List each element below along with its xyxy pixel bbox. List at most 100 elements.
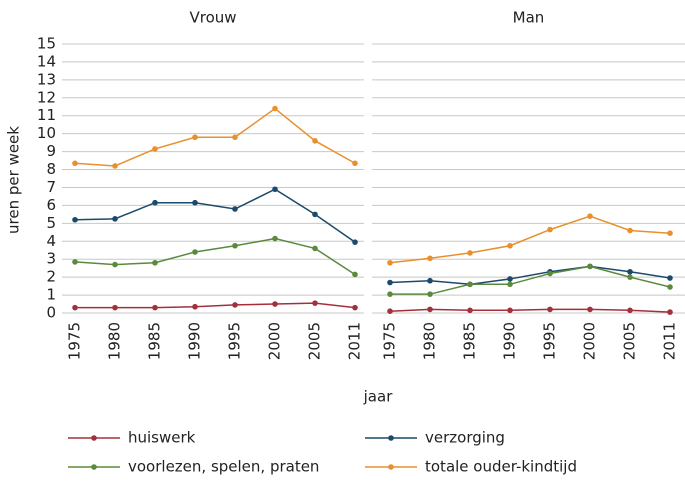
data-point	[627, 307, 633, 314]
y-tick-label: 9	[46, 142, 56, 160]
data-point	[312, 245, 318, 252]
y-axis-label: uren per week	[5, 126, 23, 234]
data-point	[312, 211, 318, 218]
panel-title: Man	[513, 9, 545, 27]
data-point	[192, 303, 198, 310]
data-point	[667, 284, 673, 290]
data-point	[192, 249, 198, 255]
y-tick-label: 7	[46, 178, 56, 196]
x-tick-label: 2005	[621, 322, 639, 360]
data-point	[507, 281, 513, 288]
x-tick-label: 1990	[186, 322, 204, 360]
y-tick-label: 12	[37, 88, 56, 106]
data-point	[192, 199, 198, 206]
y-tick-label: 0	[46, 304, 56, 322]
data-point	[352, 271, 358, 278]
data-point	[427, 255, 433, 262]
y-tick-label: 14	[37, 52, 56, 70]
data-point	[112, 304, 118, 311]
x-tick-label: 1995	[226, 322, 244, 360]
data-point	[587, 306, 593, 313]
data-point	[232, 206, 238, 212]
x-tick-label: 1985	[461, 322, 479, 360]
data-point	[547, 226, 553, 233]
data-point	[352, 239, 358, 245]
y-tick-label: 2	[46, 268, 56, 286]
x-tick-label: 2011	[346, 322, 364, 360]
data-point	[152, 199, 158, 206]
data-point	[232, 302, 238, 308]
data-point	[587, 213, 593, 219]
series-line	[389, 215, 671, 264]
data-point	[312, 300, 318, 306]
series-line	[75, 302, 356, 309]
x-tick-label: 1975	[381, 322, 399, 360]
data-point	[467, 250, 473, 256]
x-tick-label: 1985	[146, 322, 164, 360]
data-point	[152, 304, 158, 311]
data-point	[192, 134, 198, 141]
data-point	[627, 268, 633, 275]
series-line	[74, 237, 356, 276]
data-point	[312, 138, 318, 144]
x-axis-label: jaar	[363, 388, 394, 406]
series-line	[389, 265, 671, 286]
panel-title: Vrouw	[189, 9, 236, 27]
data-point	[387, 308, 393, 315]
data-point	[507, 276, 513, 282]
x-tick-label: 1980	[106, 322, 124, 360]
y-tick-label: 15	[37, 35, 56, 53]
x-tick-label: 1990	[501, 322, 519, 360]
data-point	[72, 259, 78, 265]
data-point	[232, 242, 238, 249]
data-point	[272, 105, 278, 112]
data-point	[547, 306, 553, 313]
series-line	[389, 308, 671, 313]
data-point	[352, 304, 358, 311]
y-tick-label: 1	[46, 286, 56, 304]
legend-label: totale ouder-kindtijd	[425, 458, 577, 476]
data-point	[627, 227, 633, 234]
data-point	[627, 274, 633, 280]
data-point	[387, 291, 393, 297]
series-line	[390, 265, 671, 295]
data-point	[507, 242, 513, 249]
y-tick-label: 8	[46, 160, 56, 178]
y-tick-label: 13	[37, 70, 56, 88]
data-point	[112, 261, 118, 268]
data-point	[272, 301, 278, 307]
data-point	[467, 307, 473, 314]
data-point	[547, 270, 553, 277]
data-point	[507, 307, 513, 314]
data-point	[427, 291, 433, 297]
x-tick-label: 2005	[306, 322, 324, 360]
data-point	[272, 186, 278, 193]
data-point	[72, 304, 78, 311]
x-tick-label: 2011	[661, 322, 679, 360]
x-tick-label: 2000	[266, 322, 284, 360]
data-point	[352, 160, 358, 167]
data-point	[467, 281, 473, 288]
data-point	[667, 230, 673, 236]
data-point	[152, 259, 158, 266]
legend-marker	[91, 464, 97, 470]
data-point	[72, 160, 78, 167]
legend-marker	[388, 464, 394, 470]
data-point	[272, 235, 278, 242]
legend-marker	[91, 435, 97, 441]
data-point	[112, 216, 118, 222]
x-tick-label: 1975	[66, 322, 84, 360]
y-tick-label: 11	[37, 106, 56, 124]
x-tick-label: 1980	[421, 322, 439, 360]
data-point	[427, 306, 433, 313]
data-point	[387, 259, 393, 266]
x-tick-label: 1995	[541, 322, 559, 360]
y-tick-label: 5	[46, 214, 56, 232]
data-point	[427, 277, 433, 284]
legend-marker	[388, 435, 394, 441]
series-line	[74, 188, 356, 243]
data-point	[112, 163, 118, 169]
data-point	[667, 275, 673, 281]
x-tick-label: 2000	[581, 322, 599, 360]
